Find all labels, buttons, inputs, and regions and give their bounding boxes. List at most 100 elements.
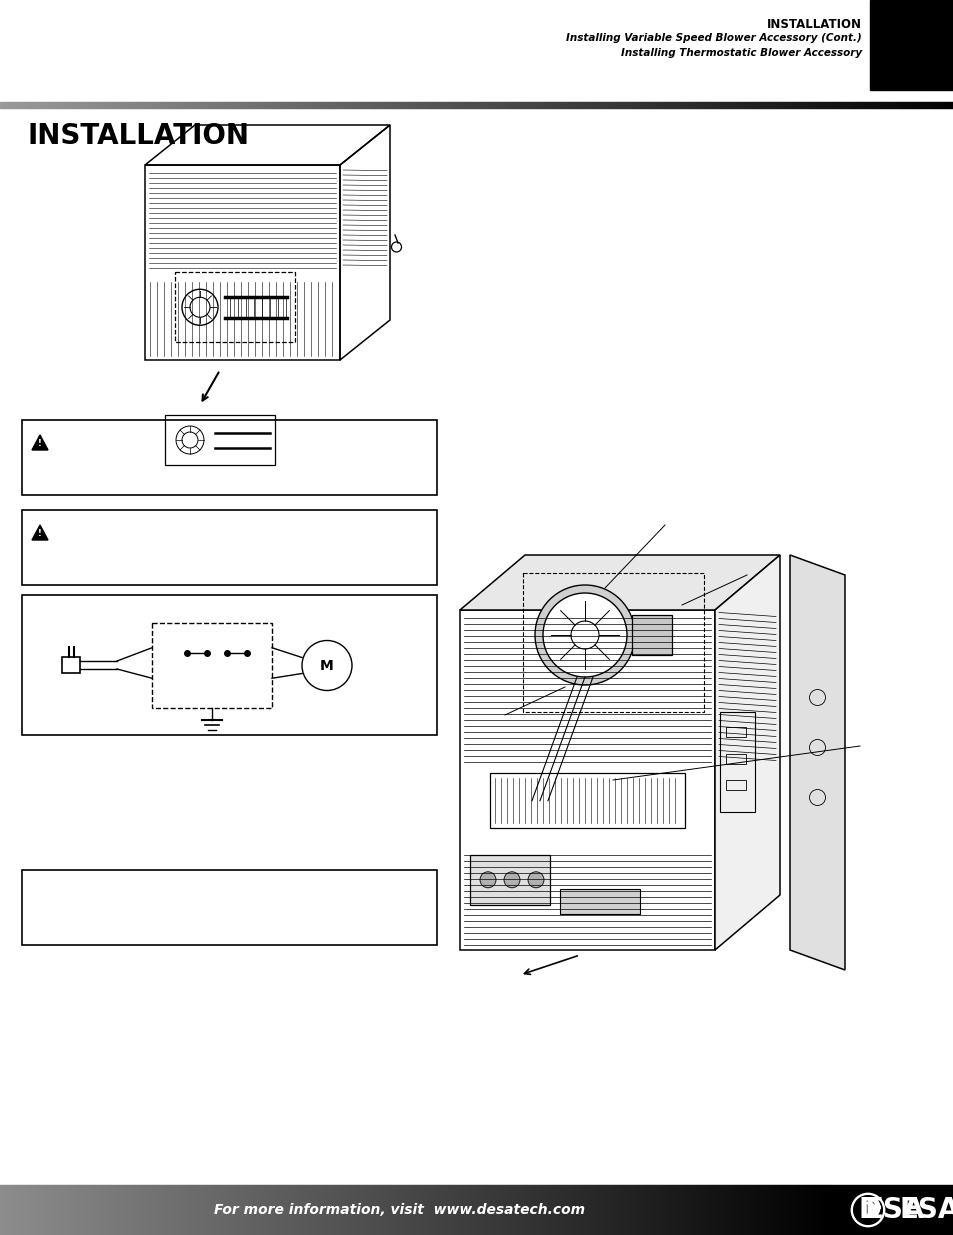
Bar	[813, 1186, 814, 1235]
Bar	[883, 103, 884, 107]
Bar	[805, 103, 806, 107]
Bar	[264, 103, 265, 107]
Bar	[841, 103, 842, 107]
Bar	[224, 103, 225, 107]
Bar	[483, 1186, 484, 1235]
Bar	[764, 103, 765, 107]
Bar	[942, 103, 943, 107]
Bar	[416, 103, 417, 107]
Bar	[59, 1186, 60, 1235]
Bar	[188, 103, 189, 107]
Bar	[751, 1186, 752, 1235]
Circle shape	[535, 585, 635, 685]
Bar	[592, 1186, 593, 1235]
Bar	[66, 103, 67, 107]
Bar	[168, 1186, 169, 1235]
Bar	[557, 1186, 558, 1235]
Bar	[550, 103, 551, 107]
Bar	[737, 103, 738, 107]
Bar	[512, 1186, 513, 1235]
Bar	[201, 1186, 202, 1235]
Text: ESA: ESA	[863, 1195, 924, 1224]
Bar	[172, 1186, 173, 1235]
Bar	[608, 1186, 609, 1235]
Bar	[656, 103, 657, 107]
Bar	[130, 1186, 131, 1235]
Bar	[4, 103, 5, 107]
Bar	[228, 103, 229, 107]
Bar	[634, 1186, 635, 1235]
Bar	[680, 1186, 681, 1235]
Bar	[162, 1186, 163, 1235]
Bar	[250, 1186, 251, 1235]
Bar	[180, 1186, 181, 1235]
Bar	[827, 103, 828, 107]
Bar	[770, 1186, 771, 1235]
Bar	[16, 103, 17, 107]
Bar	[612, 103, 613, 107]
Bar	[897, 103, 898, 107]
Bar	[844, 103, 845, 107]
Bar	[186, 103, 187, 107]
Bar	[109, 103, 110, 107]
Bar	[283, 103, 284, 107]
Bar	[894, 103, 895, 107]
Bar	[399, 1186, 400, 1235]
Bar	[765, 1186, 766, 1235]
Bar	[468, 1186, 469, 1235]
Bar	[514, 103, 515, 107]
Bar	[449, 1186, 450, 1235]
Bar	[297, 103, 298, 107]
Bar	[309, 103, 310, 107]
Bar	[938, 103, 939, 107]
Bar	[633, 1186, 634, 1235]
Bar	[919, 103, 920, 107]
Bar	[533, 103, 534, 107]
Bar	[695, 1186, 696, 1235]
Bar	[41, 1186, 42, 1235]
Bar	[190, 103, 191, 107]
Bar	[111, 103, 112, 107]
Bar	[438, 1186, 439, 1235]
Bar	[856, 103, 857, 107]
Bar	[869, 103, 870, 107]
Bar	[390, 1186, 391, 1235]
Bar	[564, 1186, 565, 1235]
Bar	[532, 1186, 533, 1235]
Bar	[785, 103, 786, 107]
Bar	[222, 103, 223, 107]
Bar	[565, 1186, 566, 1235]
Bar	[117, 103, 118, 107]
Bar	[358, 103, 359, 107]
Bar	[582, 103, 583, 107]
Bar	[731, 1186, 732, 1235]
Bar	[463, 1186, 464, 1235]
Bar	[256, 1186, 257, 1235]
Bar	[305, 103, 306, 107]
Bar	[56, 1186, 57, 1235]
Bar	[40, 103, 41, 107]
Bar	[314, 1186, 315, 1235]
Bar	[937, 103, 938, 107]
Bar	[133, 103, 135, 107]
Bar	[560, 103, 561, 107]
Bar	[531, 1186, 532, 1235]
Bar	[7, 103, 8, 107]
Bar	[419, 103, 420, 107]
Bar	[781, 1186, 782, 1235]
Bar	[100, 103, 101, 107]
Bar	[381, 1186, 382, 1235]
Bar	[250, 103, 251, 107]
Bar	[157, 103, 158, 107]
Bar	[183, 103, 184, 107]
Bar	[49, 1186, 50, 1235]
Bar	[432, 103, 433, 107]
Text: Installing Variable Speed Blower Accessory (Cont.): Installing Variable Speed Blower Accesso…	[566, 33, 862, 43]
Bar	[17, 103, 18, 107]
Bar	[337, 1186, 338, 1235]
Bar	[50, 1186, 51, 1235]
Bar	[6, 103, 7, 107]
Bar	[351, 1186, 352, 1235]
Bar	[467, 103, 468, 107]
Bar	[683, 103, 684, 107]
